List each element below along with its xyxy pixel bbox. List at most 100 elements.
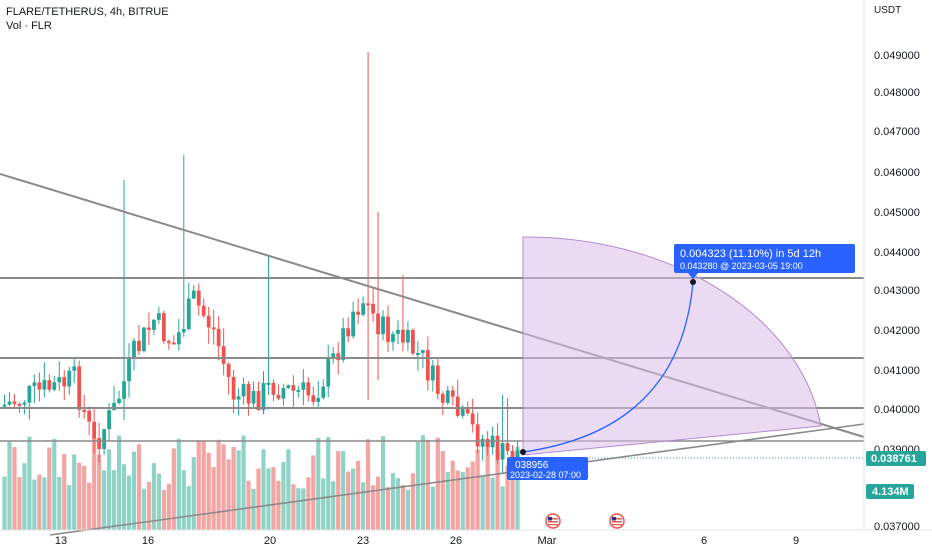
candle-body[interactable]: [196, 290, 201, 306]
candle-body[interactable]: [17, 403, 22, 406]
candle-body[interactable]: [286, 385, 291, 389]
measure-start-box[interactable]: [507, 457, 588, 480]
candle-body[interactable]: [475, 424, 480, 447]
candle-body[interactable]: [331, 353, 336, 358]
candle-body[interactable]: [206, 315, 211, 328]
candle-body[interactable]: [97, 438, 102, 450]
candle-body[interactable]: [440, 393, 445, 403]
candle-body[interactable]: [122, 381, 126, 399]
candle-body[interactable]: [495, 435, 500, 460]
candle-body[interactable]: [316, 397, 321, 402]
candle-body[interactable]: [251, 391, 256, 404]
candle-body[interactable]: [32, 382, 37, 386]
candle-body[interactable]: [62, 377, 67, 387]
candle-body[interactable]: [221, 346, 226, 364]
candle-body[interactable]: [396, 329, 400, 334]
candle-body[interactable]: [22, 402, 27, 405]
candle-body[interactable]: [72, 366, 77, 371]
ascending-trendline[interactable]: [49, 423, 865, 536]
candle-body[interactable]: [166, 341, 171, 344]
candle-body[interactable]: [346, 328, 351, 337]
candle-body[interactable]: [470, 413, 475, 425]
candle-body[interactable]: [301, 382, 306, 390]
candle-body[interactable]: [82, 409, 87, 412]
measure-end-point[interactable]: [690, 279, 696, 285]
candle-body[interactable]: [371, 303, 375, 314]
candle-body[interactable]: [236, 396, 241, 400]
candle-body[interactable]: [351, 311, 356, 337]
candle-body[interactable]: [171, 342, 176, 345]
candle-body[interactable]: [510, 450, 515, 460]
candle-body[interactable]: [321, 386, 326, 398]
candle-body[interactable]: [102, 429, 106, 450]
candle-body[interactable]: [366, 303, 370, 306]
symbol-title[interactable]: FLARE/TETHERUS, 4h, BITRUE: [6, 6, 169, 18]
candle-body[interactable]: [256, 391, 261, 411]
candle-body[interactable]: [435, 365, 440, 394]
candle-body[interactable]: [465, 407, 470, 414]
candle-body[interactable]: [341, 328, 346, 361]
candle-body[interactable]: [42, 380, 47, 390]
candle-body[interactable]: [411, 330, 415, 354]
candle-body[interactable]: [381, 316, 385, 335]
candle-body[interactable]: [152, 319, 156, 330]
candle-body[interactable]: [92, 421, 97, 439]
candle-body[interactable]: [67, 370, 72, 387]
candle-body[interactable]: [485, 438, 490, 448]
candle-body[interactable]: [515, 450, 520, 460]
price-axis[interactable]: 0.049000 0.048000 0.047000 0.046000 0.045000…: [874, 50, 920, 533]
candle-body[interactable]: [216, 328, 221, 347]
candle-body[interactable]: [406, 330, 410, 343]
candle-body[interactable]: [246, 384, 251, 404]
candle-body[interactable]: [77, 366, 82, 410]
candle-body[interactable]: [226, 363, 231, 377]
candle-body[interactable]: [281, 388, 286, 399]
candle-body[interactable]: [181, 329, 186, 333]
candle-body[interactable]: [176, 332, 181, 345]
candle-body[interactable]: [12, 401, 17, 404]
candle-body[interactable]: [376, 313, 380, 335]
candle-body[interactable]: [356, 311, 361, 315]
candle-body[interactable]: [291, 385, 296, 391]
candle-body[interactable]: [326, 357, 331, 387]
candle-body[interactable]: [132, 340, 136, 358]
candle-body[interactable]: [311, 395, 316, 402]
candle-body[interactable]: [450, 390, 455, 397]
candle-body[interactable]: [117, 398, 121, 404]
time-axis[interactable]: 13 16 20 23 26 Mar 6 9: [55, 535, 799, 547]
candle-body[interactable]: [430, 365, 435, 381]
candle-body[interactable]: [505, 443, 510, 451]
candle-body[interactable]: [425, 350, 430, 381]
candle-body[interactable]: [57, 377, 62, 383]
candle-body[interactable]: [87, 410, 92, 422]
candle-body[interactable]: [161, 313, 166, 342]
candle-body[interactable]: [271, 382, 276, 395]
candle-body[interactable]: [276, 394, 281, 399]
candle-body[interactable]: [401, 329, 405, 343]
candle-body[interactable]: [127, 357, 131, 382]
candle-body[interactable]: [191, 290, 196, 299]
candle-body[interactable]: [142, 327, 146, 352]
candle-body[interactable]: [306, 382, 311, 396]
candle-body[interactable]: [186, 298, 191, 330]
candle-body[interactable]: [231, 376, 236, 400]
candle-body[interactable]: [266, 382, 271, 385]
candle-body[interactable]: [416, 352, 420, 355]
candle-body[interactable]: [480, 438, 485, 447]
candle-body[interactable]: [241, 384, 246, 397]
candle-body[interactable]: [455, 396, 460, 416]
candle-body[interactable]: [386, 316, 390, 342]
candle-body[interactable]: [460, 407, 465, 416]
candle-body[interactable]: [7, 401, 12, 405]
volume-indicator-label[interactable]: Vol · FLR: [6, 20, 52, 32]
candle-body[interactable]: [336, 353, 341, 361]
candle-body[interactable]: [137, 340, 141, 352]
candle-body[interactable]: [211, 327, 216, 330]
candle-body[interactable]: [112, 403, 116, 411]
measure-label-box[interactable]: [674, 244, 855, 273]
candle-body[interactable]: [420, 350, 425, 353]
candle-body[interactable]: [27, 385, 32, 403]
candle-body[interactable]: [296, 389, 301, 392]
measure-sector[interactable]: [522, 236, 822, 456]
